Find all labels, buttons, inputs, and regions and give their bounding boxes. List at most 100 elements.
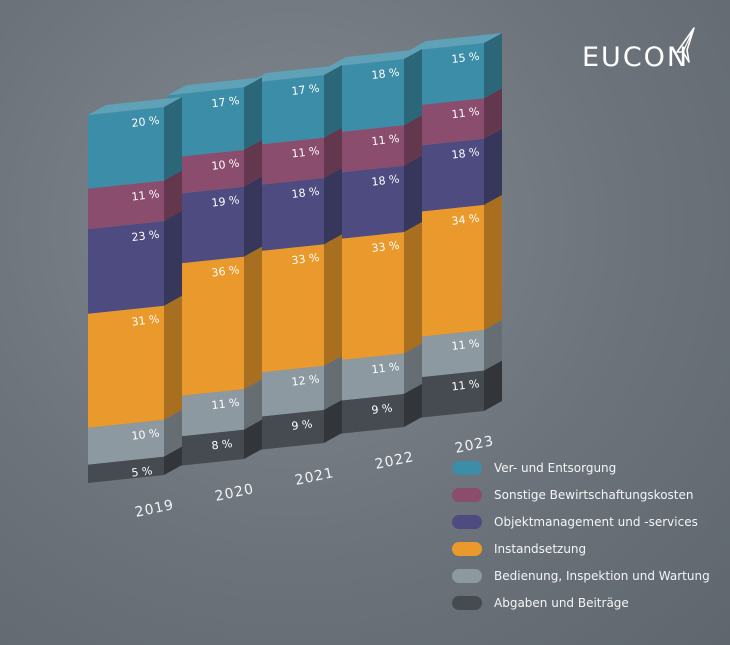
bar-top xyxy=(248,65,342,83)
data-label: 33 % xyxy=(291,251,320,267)
bar-segment-side xyxy=(404,383,422,427)
bar-segment xyxy=(168,256,244,398)
data-label: 10 % xyxy=(131,426,160,442)
year-tick-label: 2019 xyxy=(134,497,176,521)
legend-swatch-icon xyxy=(452,487,482,502)
data-label: 18 % xyxy=(371,172,400,188)
bar-segment xyxy=(328,393,404,435)
bar-segment-side xyxy=(484,320,502,371)
bar-segment xyxy=(88,419,164,465)
logo-text: EUCON xyxy=(582,42,690,73)
year-tick-label: 2022 xyxy=(374,449,416,473)
bar-segment xyxy=(248,75,324,146)
data-label: 23 % xyxy=(131,228,160,244)
bar-segment-side xyxy=(244,176,262,257)
bar-segment-side xyxy=(164,295,182,420)
data-label: 10 % xyxy=(211,157,240,173)
data-label: 17 % xyxy=(291,82,320,98)
bar-segment-side xyxy=(324,355,342,410)
legend-item: Sonstige Bewirtschaftungskosten xyxy=(452,481,722,508)
data-label: 33 % xyxy=(371,239,400,255)
data-label: 36 % xyxy=(211,263,240,279)
bar-segment xyxy=(88,180,164,230)
bar-segment-side xyxy=(484,33,502,99)
legend-swatch-icon xyxy=(452,568,482,583)
data-label: 11 % xyxy=(451,105,480,121)
bar-top xyxy=(408,33,502,51)
bar-segment xyxy=(88,221,164,314)
data-label: 11 % xyxy=(211,396,240,412)
legend-label: Ver- und Entsorgung xyxy=(494,460,617,475)
bar-segment xyxy=(328,165,404,240)
bar-segment xyxy=(408,43,484,107)
data-label: 12 % xyxy=(291,372,320,388)
bar-segment xyxy=(88,107,164,189)
bar-segment xyxy=(248,365,324,418)
bar-segment-side xyxy=(484,360,502,411)
eucon-logo: EUCON xyxy=(582,26,708,74)
legend-swatch-icon xyxy=(452,514,482,529)
data-label: 5 % xyxy=(131,464,153,479)
data-label: 11 % xyxy=(371,360,400,376)
legend-label: Sonstige Bewirtschaftungskosten xyxy=(494,487,694,502)
bar-segment xyxy=(248,409,324,451)
legend-item: Instandsetzung xyxy=(452,535,722,562)
legend-label: Abgaben und Beiträge xyxy=(494,595,629,610)
bar-segment xyxy=(328,232,404,362)
legend-item: Bedienung, Inspektion und Wartung xyxy=(452,562,722,589)
legend: Ver- und Entsorgung Sonstige Bewirtschaft… xyxy=(452,454,722,616)
bar-segment-side xyxy=(164,446,182,475)
bar-top xyxy=(168,77,262,96)
data-label: 11 % xyxy=(291,144,320,160)
legend-swatch-icon xyxy=(452,541,482,556)
bar-segment xyxy=(248,244,324,374)
bar-segment xyxy=(88,305,164,428)
bar-segment-side xyxy=(164,170,182,222)
year-tick-label: 2021 xyxy=(294,465,336,489)
bar-segment xyxy=(168,429,244,467)
bar-segment-side xyxy=(164,97,182,181)
bar-segment-side xyxy=(404,222,422,354)
bar-segment xyxy=(248,137,324,186)
bar-segment-side xyxy=(324,234,342,366)
bar-segment-side xyxy=(324,65,342,138)
bar-segment-side xyxy=(404,155,422,232)
bar-segment-side xyxy=(244,379,262,430)
legend-item: Abgaben und Beiträge xyxy=(452,589,722,616)
bar-top xyxy=(328,49,422,67)
legend-swatch-icon xyxy=(452,595,482,610)
bar-segment-side xyxy=(164,211,182,306)
data-label: 11 % xyxy=(131,187,160,203)
data-label: 9 % xyxy=(291,417,313,432)
bar-segment xyxy=(328,125,404,174)
bar-segment-side xyxy=(404,343,422,394)
data-label: 15 % xyxy=(451,50,480,66)
data-label: 11 % xyxy=(371,132,400,148)
data-label: 17 % xyxy=(211,94,240,110)
bar-segment-side xyxy=(484,128,502,205)
bar-segment xyxy=(168,149,244,195)
bar-segment xyxy=(408,98,484,147)
legend-swatch-icon xyxy=(452,460,482,475)
bar-segment-side xyxy=(324,399,342,443)
data-label: 8 % xyxy=(211,437,233,452)
bar-segment xyxy=(408,204,484,338)
data-label: 9 % xyxy=(371,401,393,416)
bar-segment xyxy=(408,330,484,379)
legend-item: Objektmanagement und -services xyxy=(452,508,722,535)
data-label: 31 % xyxy=(131,312,160,328)
bar-segment-side xyxy=(244,419,262,459)
bar-top xyxy=(88,97,182,115)
bar-segment xyxy=(328,353,404,402)
data-label: 20 % xyxy=(131,114,160,130)
bar-segment-side xyxy=(404,115,422,166)
bar-segment xyxy=(88,456,164,483)
data-label: 18 % xyxy=(371,66,400,82)
bar-segment-side xyxy=(324,127,342,178)
bar-segment-side xyxy=(244,246,262,390)
bar-segment xyxy=(408,370,484,419)
data-label: 18 % xyxy=(291,185,320,201)
bar-segment xyxy=(408,138,484,213)
bar-segment-side xyxy=(244,139,262,187)
bar-segment-side xyxy=(244,77,262,150)
